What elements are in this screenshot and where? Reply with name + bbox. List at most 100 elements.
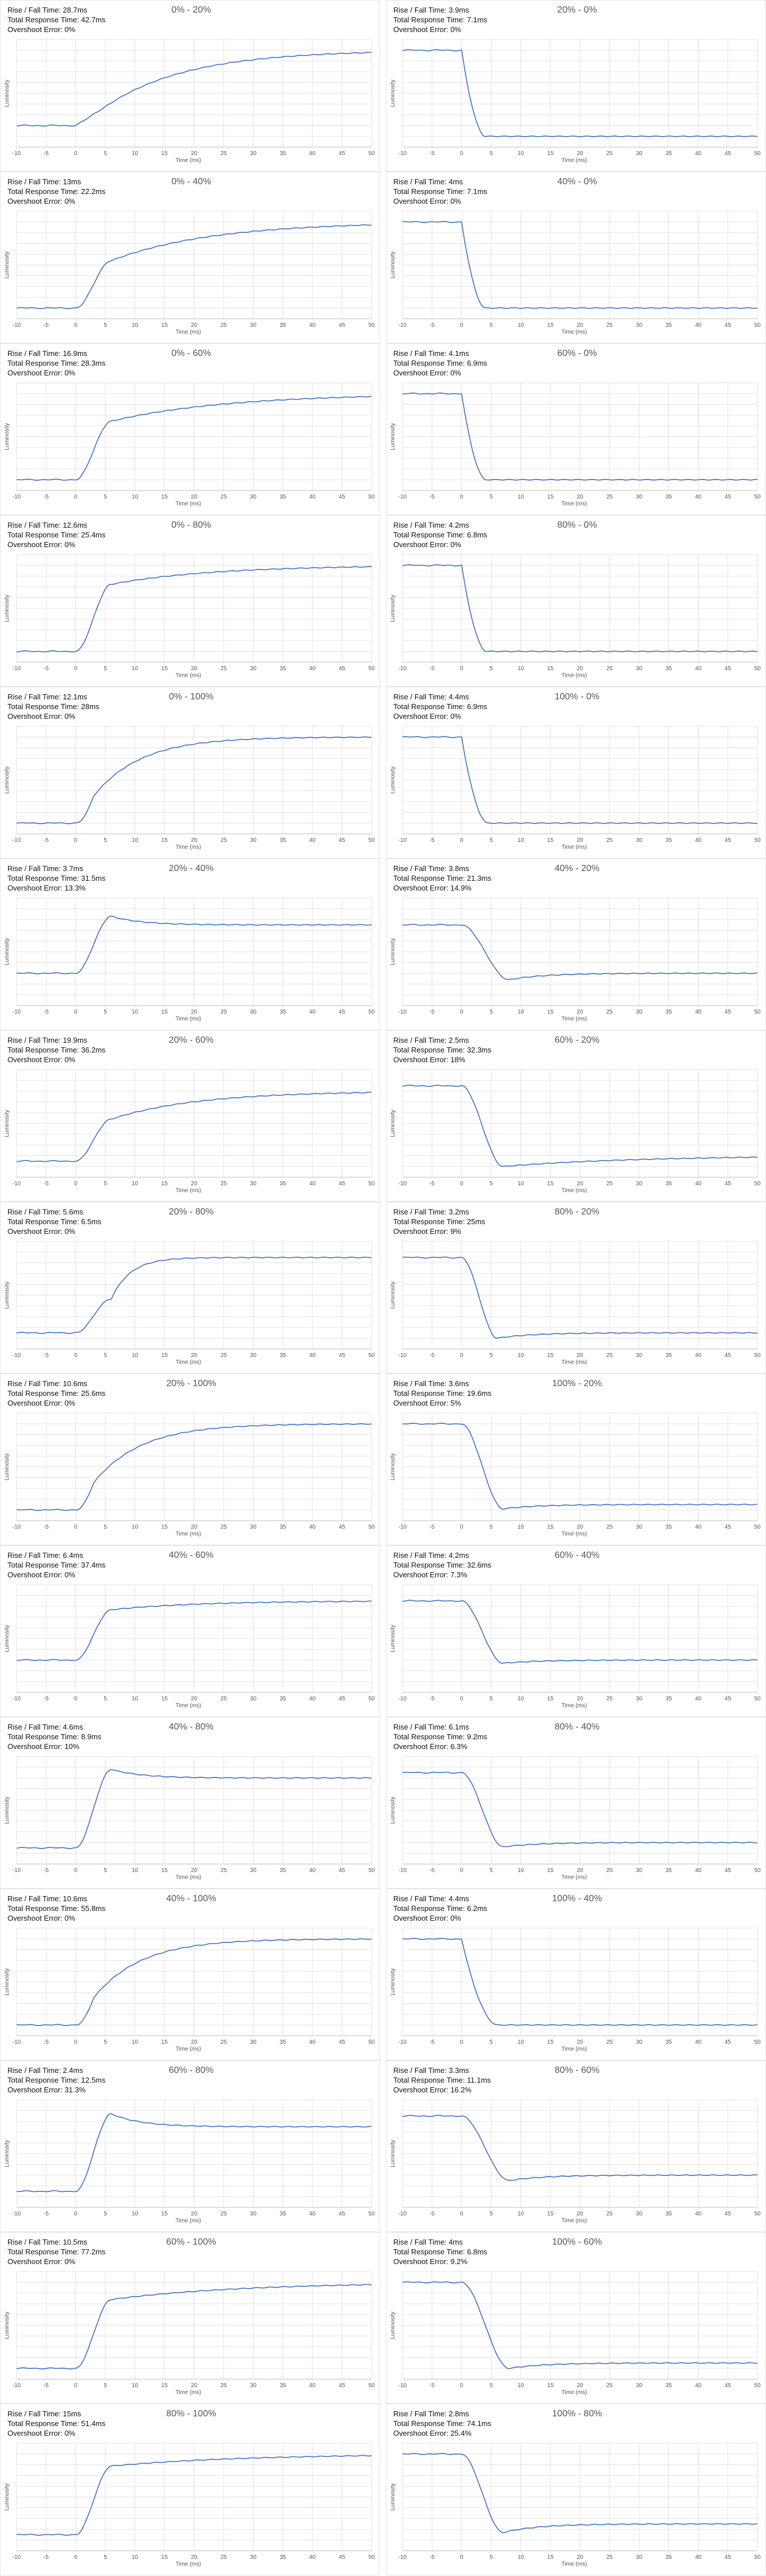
x-tick-label: 40 (695, 1867, 702, 1874)
overshoot-error-text: Overshoot Error: 0% (7, 540, 76, 549)
x-tick-label: -10 (13, 837, 21, 844)
x-tick-label: 30 (636, 837, 643, 844)
x-tick-label: 15 (161, 837, 168, 844)
chart-title: 80% - 100% (166, 2409, 216, 2419)
x-tick-label: 25 (220, 1867, 227, 1874)
response-chart-panel: Rise / Fall Time: 10.6ms Total Response T… (0, 1374, 380, 1545)
line-chart-svg: -10 -5 0 5 10 15 20 25 30 35 40 45 50 Time (ms) Lumino… (4, 1241, 375, 1366)
luminosity-series-line (16, 52, 372, 127)
x-tick-label: -10 (398, 494, 407, 500)
x-tick-label: 10 (132, 1352, 139, 1359)
response-chart-panel: Rise / Fall Time: 4.2ms Total Response Ti… (386, 1545, 766, 1717)
x-tick-label: -10 (13, 2554, 21, 2561)
luminosity-series-line (16, 736, 372, 825)
line-chart-svg: -10 -5 0 5 10 15 20 25 30 35 40 45 50 Time (ms) Lumino… (390, 2271, 761, 2396)
x-tick-label: -10 (398, 1696, 407, 1702)
y-axis-label: Luminosity (390, 1968, 396, 1996)
luminosity-series-line (402, 1422, 758, 1510)
x-tick-label: 30 (250, 2383, 257, 2389)
line-chart-svg: -10 -5 0 5 10 15 20 25 30 35 40 45 50 Time (ms) Lumino… (4, 2271, 375, 2396)
rise-fall-time-text: Rise / Fall Time: 3.6ms (393, 1379, 469, 1388)
stats-block: Rise / Fall Time: 4.6ms Total Response Ti… (7, 1722, 101, 1751)
x-tick-label: 0 (74, 2039, 78, 2045)
x-tick-label: 40 (695, 322, 702, 329)
chart-title: 100% - 60% (552, 2237, 602, 2247)
x-tick-label: 0 (460, 666, 464, 672)
x-tick-label: 0 (460, 837, 464, 844)
x-tick-label: 45 (725, 1009, 732, 1015)
x-tick-label: 20 (191, 2383, 198, 2389)
luminosity-series-line (402, 1771, 758, 1847)
x-tick-label: 15 (161, 1352, 168, 1359)
x-tick-label: 0 (460, 1524, 464, 1530)
response-chart-panel: Rise / Fall Time: 2.8ms Total Response Ti… (386, 2404, 766, 2575)
x-tick-label: 40 (309, 1524, 316, 1530)
stats-block: Rise / Fall Time: 4.2ms Total Response Ti… (393, 1550, 491, 1580)
x-tick-label: 5 (489, 2383, 493, 2389)
rise-fall-time-text: Rise / Fall Time: 10.6ms (7, 1894, 88, 1903)
x-axis-label: Time (ms) (562, 1359, 587, 1366)
x-tick-label: 45 (725, 2211, 732, 2217)
gridlines (402, 897, 758, 1006)
x-tick-label: 0 (74, 1696, 78, 1702)
x-tick-label: 25 (220, 1524, 227, 1530)
overshoot-error-text: Overshoot Error: 0% (393, 1914, 461, 1922)
gridlines (402, 1412, 758, 1521)
x-tick-label: 5 (104, 2039, 107, 2045)
total-response-time-text: Total Response Time: 6.8ms (393, 2247, 488, 2256)
x-tick-label: 40 (309, 1696, 316, 1702)
rise-fall-time-text: Rise / Fall Time: 12.6ms (7, 521, 88, 529)
x-tick-label: 35 (279, 1696, 286, 1702)
gridlines (16, 1756, 372, 1865)
overshoot-error-text: Overshoot Error: 0% (7, 1570, 76, 1579)
x-tick-label: 30 (636, 2383, 643, 2389)
y-axis-label: Luminosity (390, 1110, 396, 1137)
chart-title: 100% - 80% (552, 2409, 602, 2419)
x-tick-label: 0 (460, 151, 464, 157)
x-tick-label: 45 (725, 494, 732, 500)
x-tick-label: 0 (460, 1696, 464, 1702)
response-chart-panel: Rise / Fall Time: 19.9ms Total Response T… (0, 1030, 380, 1202)
response-chart-panel: Rise / Fall Time: 10.6ms Total Response T… (0, 1889, 380, 2060)
x-tick-label: 45 (725, 2554, 732, 2561)
x-tick-label: 40 (695, 2554, 702, 2561)
x-tick-label: 15 (161, 1181, 168, 1187)
total-response-time-text: Total Response Time: 6.8ms (393, 531, 488, 539)
stats-block: Rise / Fall Time: 10.5ms Total Response T… (7, 2237, 105, 2266)
total-response-time-text: Total Response Time: 6.9ms (393, 702, 488, 711)
y-axis-label: Luminosity (4, 251, 10, 279)
x-tick-label: -10 (398, 837, 407, 844)
x-tick-label: -10 (398, 2383, 407, 2389)
x-tick-label: 15 (161, 1524, 168, 1530)
x-tick-label: -5 (44, 2039, 49, 2045)
x-tick-label: 40 (695, 837, 702, 844)
x-tick-label: 0 (74, 666, 78, 672)
x-tick-label: 45 (339, 2383, 346, 2389)
x-tick-label: 5 (104, 151, 107, 157)
rise-fall-time-text: Rise / Fall Time: 4.2ms (393, 521, 469, 529)
x-tick-label: -10 (398, 1352, 407, 1359)
total-response-time-text: Total Response Time: 19.6ms (393, 1389, 492, 1398)
x-tick-label: 25 (606, 837, 613, 844)
x-tick-label: 50 (754, 494, 761, 500)
luminosity-series-line (17, 915, 372, 975)
response-chart-panel: Rise / Fall Time: 12.6ms Total Response T… (0, 515, 380, 687)
x-tick-label: 35 (665, 837, 672, 844)
x-tick-label: 50 (754, 1696, 761, 1702)
x-tick-label: 25 (606, 2211, 613, 2217)
x-tick-label: -10 (13, 1524, 21, 1530)
x-tick-label: 30 (636, 1524, 643, 1530)
x-tick-label: 35 (665, 1867, 672, 1874)
gridlines (402, 1069, 758, 1178)
x-tick-label: 15 (547, 2211, 554, 2217)
x-tick-label: 40 (695, 1181, 702, 1187)
total-response-time-text: Total Response Time: 6.5ms (7, 1217, 102, 1226)
x-tick-label: 0 (74, 2383, 78, 2389)
line-chart-svg: -10 -5 0 5 10 15 20 25 30 35 40 45 50 Time (ms) Lumino… (390, 1241, 761, 1366)
stats-block: Rise / Fall Time: 2.8ms Total Response Ti… (393, 2409, 491, 2438)
x-axis-label: Time (ms) (176, 2218, 202, 2224)
x-tick-label: 40 (309, 666, 316, 672)
x-axis-label: Time (ms) (562, 844, 587, 850)
x-tick-label: 5 (104, 2554, 107, 2561)
stats-block: Rise / Fall Time: 12.6ms Total Response T… (7, 520, 105, 549)
